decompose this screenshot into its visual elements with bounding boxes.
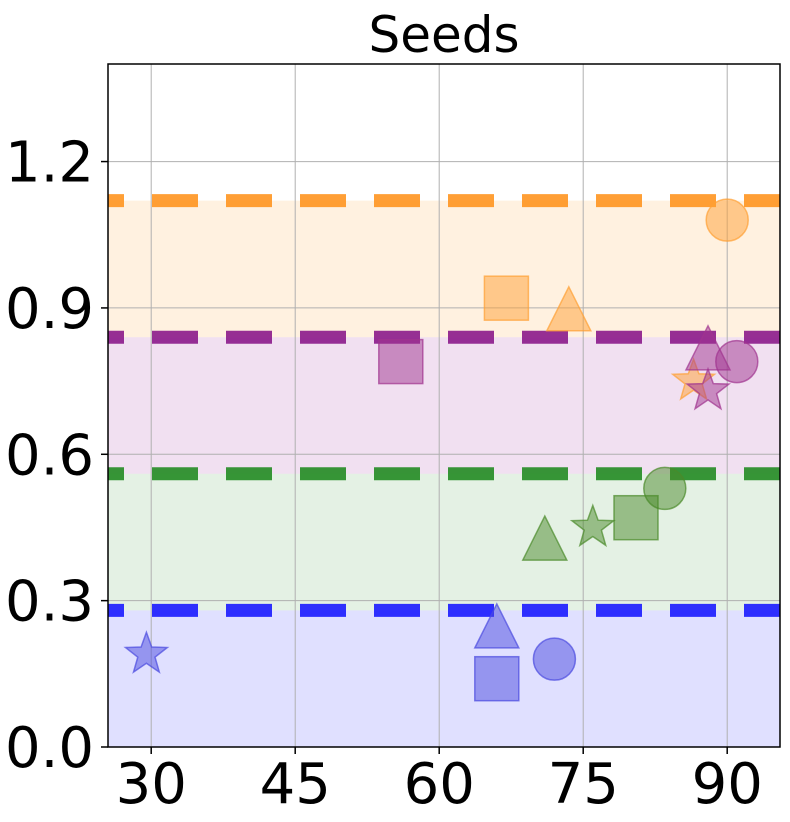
- point-0-square: [483, 275, 530, 321]
- plot-frame: [107, 63, 781, 748]
- data-points: [123, 198, 759, 702]
- point-2-triangle: [521, 514, 569, 561]
- y-axis-ticks: 0.0 0.3 0.6 0.9 1.2: [5, 131, 108, 781]
- y-tick-label-4: 1.2: [5, 131, 94, 196]
- point-3-square: [474, 655, 520, 702]
- y-tick-label-3: 0.9: [5, 277, 94, 342]
- point-0-triangle: [545, 285, 593, 332]
- band-3: [108, 200, 780, 338]
- point-2-star: [569, 503, 616, 548]
- x-tick-label-4: 90: [692, 752, 763, 817]
- chart-title: Seeds: [368, 6, 519, 64]
- point-3-triangle: [473, 602, 521, 649]
- x-tick-label-1: 45: [260, 752, 331, 817]
- y-tick-label-2: 0.6: [5, 423, 94, 488]
- x-tick-label-3: 75: [548, 752, 619, 817]
- x-tick-label-0: 30: [116, 752, 187, 817]
- y-tick-label-0: 0.0: [5, 716, 94, 781]
- x-axis-ticks: 30 45 60 75 90: [116, 747, 763, 817]
- point-1-square: [378, 338, 424, 385]
- band-2: [108, 337, 780, 474]
- band-0: [108, 610, 780, 747]
- point-2-square: [613, 494, 659, 541]
- point-0-circle: [705, 198, 749, 242]
- point-1-star: [684, 366, 732, 411]
- y-tick-label-1: 0.3: [5, 570, 94, 635]
- point-3-circle: [532, 637, 577, 681]
- x-tick-label-2: 60: [404, 752, 475, 817]
- point-3-star: [123, 630, 170, 674]
